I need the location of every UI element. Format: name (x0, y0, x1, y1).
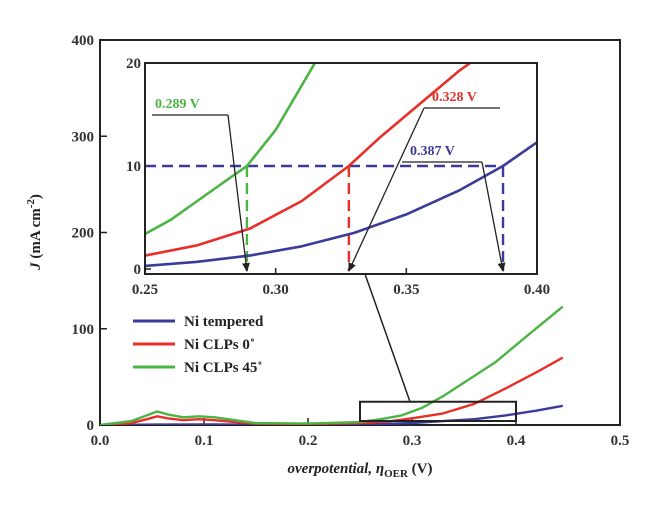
inset-y-tick-label: 20 (126, 56, 141, 72)
legend: Ni tempered Ni CLPs 0˚ Ni CLPs 45˚ (133, 314, 264, 376)
inset-series-line-ni-clps-0 (145, 63, 473, 257)
annotation-label-0-328-v: 0.328 V (432, 90, 477, 105)
x-tick-label: 0.3 (403, 433, 422, 449)
inset-frame (144, 62, 538, 275)
inset-x-tick-label: 0.30 (263, 282, 289, 298)
x-tick-label: 0.2 (299, 433, 318, 449)
y-tick-label: 0 (87, 418, 95, 434)
x-axis-sub: OER (384, 468, 409, 480)
inset-annotations: 0.289 V 0.328 V 0.387 V (152, 90, 506, 272)
y-axis-unit-end: ) (28, 194, 44, 199)
y-axis-symbol: J (28, 262, 44, 271)
inset-series-line-ni-tempered (145, 141, 537, 268)
legend-label-ni-tempered: Ni tempered (184, 314, 264, 330)
x-tick-label: 0.1 (195, 433, 214, 449)
annotation-arrow (348, 107, 425, 272)
annotation-label-0-289-v: 0.289 V (155, 97, 200, 112)
x-axis-unit: (V) (408, 461, 433, 477)
inset-plot: 0.25 0.30 0.35 0.40 0 10 20 0.289 V 0.328 V 0.38… (126, 56, 550, 298)
inset-y-tick-label: 10 (126, 159, 141, 175)
inset-ticks: 0.25 0.30 0.35 0.40 0 10 20 (126, 56, 550, 298)
y-tick-label: 400 (72, 33, 95, 49)
legend-label-ni-clps-45: Ni CLPs 45˚ (184, 360, 262, 376)
inset-background (145, 63, 537, 274)
zoom-connector (364, 273, 411, 402)
zoom-box (359, 400, 517, 422)
inset-x-tick-label: 0.40 (524, 282, 550, 298)
inset-x-tick-label: 0.25 (132, 282, 158, 298)
series-line-ni-clps-45 (100, 305, 564, 425)
y-axis-unit-sup: -2 (25, 199, 37, 209)
x-tick-label: 0.5 (611, 433, 630, 449)
x-axis-label: overpotential, η (288, 461, 385, 477)
inset-series (145, 63, 537, 268)
inset-y-tick-label: 0 (134, 262, 142, 278)
annotation-label-0-387-v: 0.387 V (410, 144, 455, 159)
annotation-arrow (227, 114, 250, 272)
y-tick-label: 100 (72, 322, 95, 338)
series-line-ni-tempered (100, 404, 564, 425)
annotation-arrow (481, 161, 506, 272)
y-tick-label: 300 (72, 129, 95, 145)
x-axis-title: overpotential, ηOER (V) (288, 461, 433, 480)
legend-label-ni-clps-0: Ni CLPs 0˚ (184, 337, 255, 353)
inset-x-tick-label: 0.35 (393, 282, 419, 298)
y-tick-label: 200 (72, 226, 95, 242)
main-series (100, 305, 564, 425)
inset-reference-lines (145, 164, 505, 271)
y-axis-title: J (mA cm-2) (25, 194, 44, 271)
x-tick-label: 0.4 (507, 433, 526, 449)
y-axis-unit: (mA cm (28, 208, 44, 263)
x-tick-label: 0.0 (91, 433, 110, 449)
inset-series-line-ni-clps-45 (145, 63, 317, 236)
